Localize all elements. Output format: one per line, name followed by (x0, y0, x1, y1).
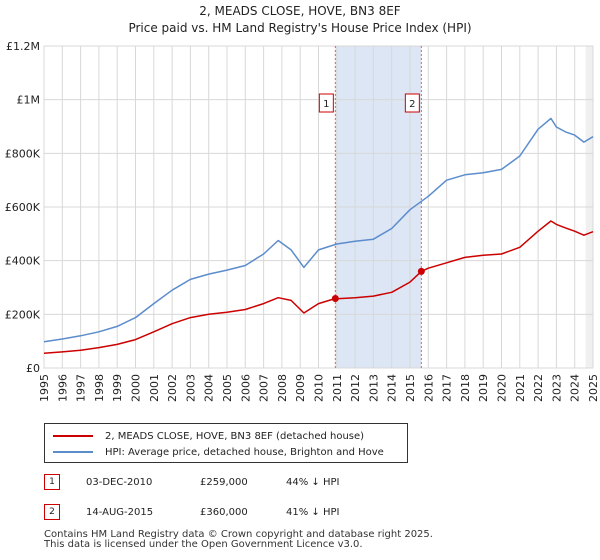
footer-line-2: This data is licensed under the Open Gov… (44, 539, 363, 550)
x-tick-label: 2016 (422, 374, 435, 402)
x-tick-label: 2002 (166, 374, 179, 402)
transaction-date: 14-AUG-2015 (86, 506, 154, 518)
chart-title: 2, MEADS CLOSE, HOVE, BN3 8EF (199, 4, 401, 18)
x-tick-label: 2012 (349, 374, 362, 402)
legend-line-property (53, 435, 93, 437)
x-tick-label: 2001 (148, 374, 161, 402)
transaction-badge: 2 (44, 504, 60, 520)
series-line-hpi (43, 117, 594, 343)
transaction-date: 03-DEC-2010 (86, 476, 153, 488)
x-tick-label: 2013 (367, 374, 380, 402)
transaction-badge: 1 (44, 474, 60, 490)
x-tick-label: 2024 (569, 374, 582, 402)
x-tick-label: 2023 (550, 374, 563, 402)
y-tick-label: £1M (17, 94, 41, 107)
legend-item-property: 2, MEADS CLOSE, HOVE, BN3 8EF (detached … (53, 428, 364, 444)
x-tick-label: 2017 (441, 374, 454, 402)
y-tick-label: £0 (26, 362, 40, 375)
x-tick-label: 1997 (75, 374, 88, 402)
y-tick-label: £400K (5, 255, 41, 268)
x-tick-label: 2003 (184, 374, 197, 402)
x-tick-label: 2025 (587, 374, 600, 402)
x-tick-label: 2010 (313, 374, 326, 402)
marker-label: 2 (409, 99, 415, 110)
transaction-price: £259,000 (200, 476, 248, 488)
y-tick-label: £600K (5, 201, 41, 214)
x-tick-label: 1999 (111, 374, 124, 402)
x-tick-label: 2004 (203, 374, 216, 402)
y-tick-label: £1.2M (6, 40, 40, 53)
y-tick-label: £800K (5, 147, 41, 160)
footer-line-1: Contains HM Land Registry data © Crown c… (44, 529, 433, 540)
x-tick-label: 2009 (294, 374, 307, 402)
x-tick-label: 2008 (276, 374, 289, 402)
x-tick-label: 2014 (386, 374, 399, 402)
x-tick-label: 2022 (532, 374, 545, 402)
x-tick-label: 1995 (38, 374, 51, 402)
footer: Contains HM Land Registry data © Crown c… (44, 530, 433, 550)
chart-svg: £0 £200K £400K £600K £800K £1M £1.2M 1995 1996 19… (5, 40, 600, 402)
legend-label-hpi: HPI: Average price, detached house, Brig… (105, 446, 384, 458)
x-tick-label: 2007 (258, 374, 271, 402)
x-tick-label: 2000 (130, 374, 143, 402)
transaction-row: 1 03-DEC-2010 £259,000 44% ↓ HPI (44, 473, 339, 491)
legend-label-property: 2, MEADS CLOSE, HOVE, BN3 8EF (detached … (105, 430, 365, 442)
x-tick-label: 2015 (404, 374, 417, 402)
marker-label: 1 (323, 99, 329, 110)
sale-point (331, 295, 339, 303)
x-tick-label: 2018 (459, 374, 472, 402)
x-tick-label: 1996 (56, 374, 69, 402)
transaction-hpi: 44% ↓ HPI (286, 476, 340, 488)
transaction-row: 2 14-AUG-2015 £360,000 41% ↓ HPI (44, 503, 339, 521)
legend-line-hpi (53, 451, 93, 453)
legend-item-hpi: HPI: Average price, detached house, Brig… (53, 444, 384, 460)
x-tick-label: 2020 (496, 374, 509, 402)
legend: 2, MEADS CLOSE, HOVE, BN3 8EF (detached … (44, 423, 408, 463)
x-tick-label: 2006 (239, 374, 252, 402)
x-tick-label: 1998 (93, 374, 106, 402)
transaction-price: £360,000 (200, 506, 248, 518)
x-tick-label: 2021 (514, 374, 527, 402)
marker-box (318, 93, 334, 113)
transaction-hpi: 41% ↓ HPI (286, 506, 340, 518)
chart-subtitle: Price paid vs. HM Land Registry's House … (128, 21, 472, 35)
x-tick-label: 2019 (477, 374, 490, 402)
marker-box (404, 93, 420, 113)
x-tick-label: 2011 (331, 374, 344, 402)
sale-point (417, 267, 425, 275)
x-tick-label: 2005 (221, 374, 234, 402)
y-tick-label: £200K (5, 308, 41, 321)
